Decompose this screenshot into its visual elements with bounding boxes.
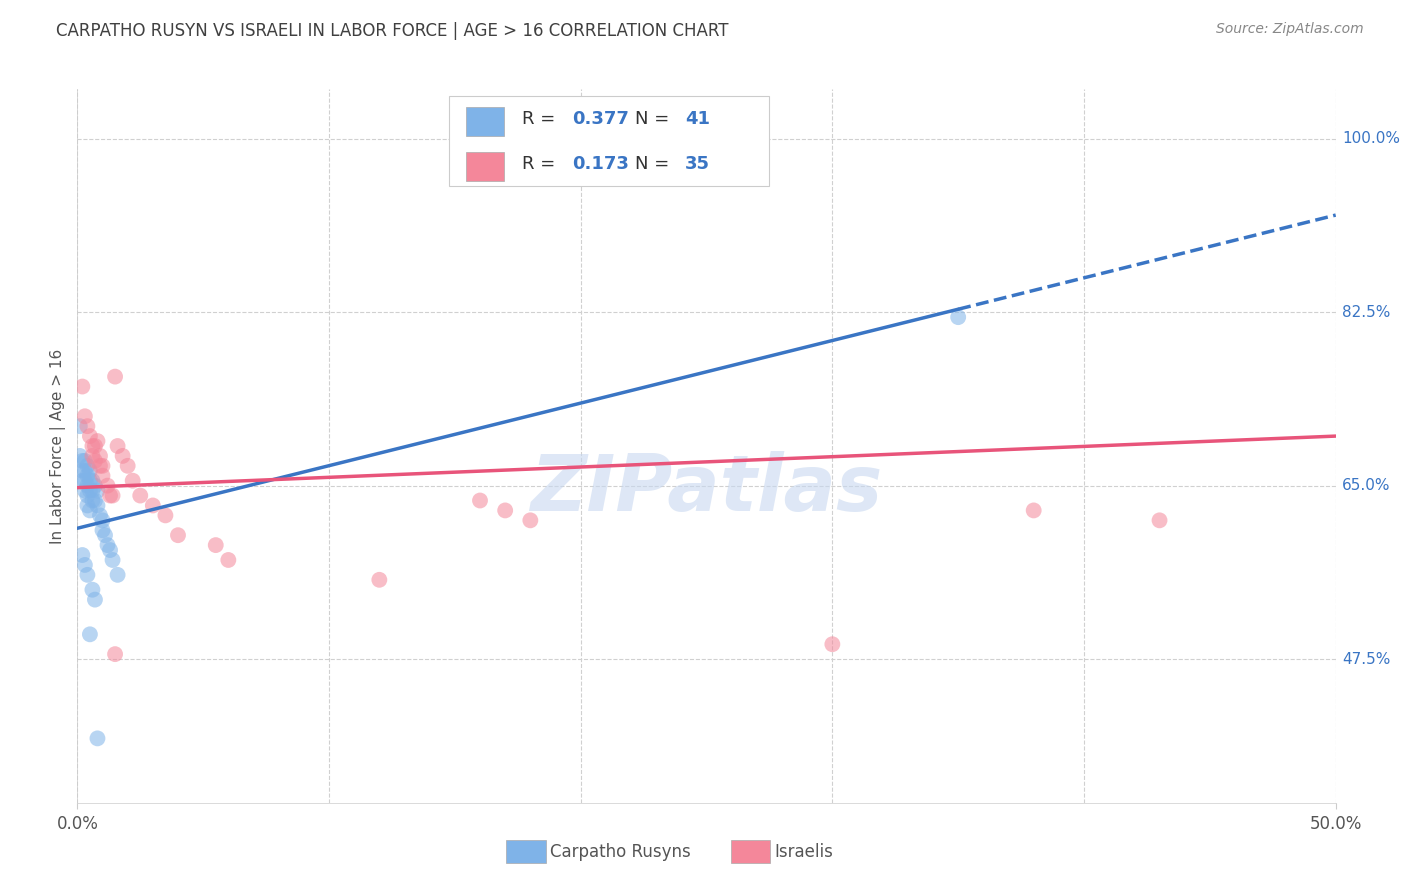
Point	[76, 499, 98, 513]
Point	[72, 454, 94, 468]
Text: N =: N =	[634, 111, 675, 128]
Point	[1149, 513, 1171, 527]
Point	[79, 464, 101, 478]
Point	[91, 513, 114, 527]
Point	[73, 483, 96, 498]
Point	[76, 489, 98, 503]
Point	[76, 468, 98, 483]
Point	[86, 499, 108, 513]
Text: 82.5%: 82.5%	[1341, 305, 1391, 319]
Point	[73, 474, 96, 488]
Point	[82, 582, 104, 597]
Point	[142, 499, 165, 513]
Point	[107, 567, 129, 582]
Point	[69, 419, 91, 434]
Point	[72, 379, 94, 393]
Point	[117, 458, 139, 473]
Bar	[467, 152, 503, 180]
Point	[104, 369, 127, 384]
Point	[73, 454, 96, 468]
Point	[82, 493, 104, 508]
Point	[72, 474, 94, 488]
Point	[1022, 503, 1045, 517]
Text: ZIPatlas: ZIPatlas	[530, 450, 883, 527]
Point	[82, 483, 104, 498]
Point	[494, 503, 516, 517]
Text: Israelis: Israelis	[775, 843, 834, 861]
Point	[821, 637, 844, 651]
Point	[101, 553, 124, 567]
Point	[79, 483, 101, 498]
Point	[121, 474, 143, 488]
Point	[368, 573, 391, 587]
Point	[107, 439, 129, 453]
Point	[104, 647, 127, 661]
Point	[91, 523, 114, 537]
Point	[84, 439, 107, 453]
Point	[69, 449, 91, 463]
Point	[86, 434, 108, 448]
Text: 0.173: 0.173	[572, 155, 628, 173]
Text: CARPATHO RUSYN VS ISRAELI IN LABOR FORCE | AGE > 16 CORRELATION CHART: CARPATHO RUSYN VS ISRAELI IN LABOR FORCE…	[56, 22, 728, 40]
FancyBboxPatch shape	[449, 96, 769, 186]
Point	[89, 458, 111, 473]
Point	[155, 508, 177, 523]
Text: 100.0%: 100.0%	[1341, 131, 1400, 146]
Point	[76, 458, 98, 473]
Point	[468, 493, 491, 508]
Point	[91, 468, 114, 483]
Point	[79, 503, 101, 517]
Text: 35: 35	[685, 155, 710, 173]
Point	[519, 513, 541, 527]
Point	[96, 538, 118, 552]
Text: 65.0%: 65.0%	[1341, 478, 1391, 493]
Point	[84, 454, 107, 468]
Text: Carpatho Rusyns: Carpatho Rusyns	[550, 843, 690, 861]
Point	[98, 489, 121, 503]
Point	[101, 489, 124, 503]
Point	[82, 449, 104, 463]
Point	[98, 543, 121, 558]
Point	[89, 449, 111, 463]
Point	[948, 310, 970, 325]
Point	[73, 409, 96, 424]
Point	[79, 627, 101, 641]
Point	[84, 478, 107, 492]
Point	[73, 464, 96, 478]
Point	[217, 553, 239, 567]
Point	[111, 449, 134, 463]
Point	[73, 558, 96, 572]
Text: R =: R =	[522, 111, 561, 128]
Text: N =: N =	[634, 155, 675, 173]
Text: 47.5%: 47.5%	[1341, 651, 1391, 666]
Point	[204, 538, 226, 552]
Point	[86, 731, 108, 746]
Point	[84, 493, 107, 508]
Point	[94, 528, 117, 542]
Point	[167, 528, 190, 542]
Point	[82, 439, 104, 453]
Bar	[467, 107, 503, 136]
Point	[84, 592, 107, 607]
Point	[91, 458, 114, 473]
Point	[79, 474, 101, 488]
Text: 41: 41	[685, 111, 710, 128]
Point	[76, 567, 98, 582]
Point	[76, 419, 98, 434]
Point	[129, 489, 152, 503]
Text: 0.377: 0.377	[572, 111, 628, 128]
Point	[72, 464, 94, 478]
Point	[72, 548, 94, 562]
Point	[82, 474, 104, 488]
Point	[76, 478, 98, 492]
Point	[86, 483, 108, 498]
Text: Source: ZipAtlas.com: Source: ZipAtlas.com	[1216, 22, 1364, 37]
Point	[79, 429, 101, 443]
Point	[89, 508, 111, 523]
Y-axis label: In Labor Force | Age > 16: In Labor Force | Age > 16	[51, 349, 66, 543]
Text: R =: R =	[522, 155, 561, 173]
Point	[96, 478, 118, 492]
